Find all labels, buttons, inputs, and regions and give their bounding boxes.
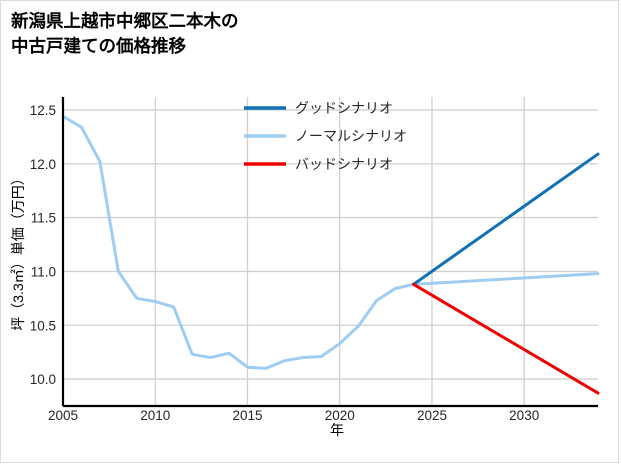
axes-group — [61, 97, 598, 408]
legend-label: バッドシナリオ — [295, 156, 393, 172]
y-tick-label: 12.5 — [30, 103, 56, 118]
x-tick-labels: 2005 2010 2015 2020 2025 2030 — [48, 408, 539, 423]
y-tick-label: 12.0 — [30, 157, 56, 172]
x-tick-label: 2025 — [417, 408, 447, 423]
series-line — [61, 114, 600, 370]
legend-label: ノーマルシナリオ — [295, 128, 407, 144]
x-tick-label: 2020 — [325, 408, 355, 423]
y-axis-title: 坪（3.3㎡）単価（万円） — [10, 171, 26, 330]
x-tick-label: 2005 — [48, 408, 78, 423]
x-tick-label: 2010 — [140, 408, 170, 423]
y-tick-label: 11.0 — [31, 264, 56, 279]
legend-label: グッドシナリオ — [295, 100, 393, 116]
series-line — [412, 152, 600, 286]
x-tick-label: 2015 — [232, 408, 262, 423]
y-tick-labels: 10.0 10.5 11.0 11.5 12.0 12.5 — [30, 103, 56, 387]
x-tick-label: 2030 — [509, 408, 539, 423]
y-tick-label: 11.5 — [31, 211, 56, 226]
series-line — [412, 282, 600, 395]
y-tick-label: 10.5 — [30, 318, 56, 333]
y-tick-label: 10.0 — [30, 372, 56, 387]
series-group — [61, 114, 600, 395]
x-axis-title: 年 — [330, 422, 344, 438]
page-title: 新潟県上越市中郷区二本木の 中古戸建ての価格推移 — [11, 11, 239, 56]
